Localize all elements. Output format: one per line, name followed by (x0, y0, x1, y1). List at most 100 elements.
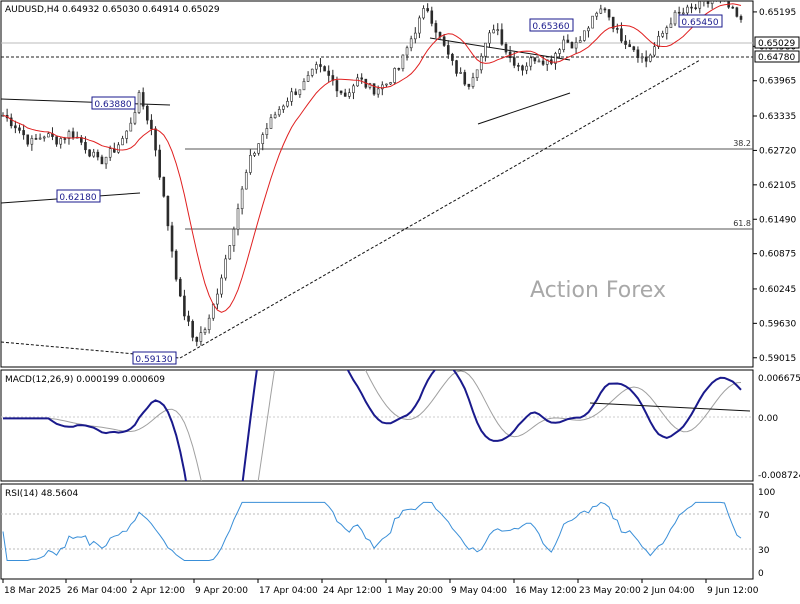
candle-body (513, 58, 515, 66)
candle-body (31, 138, 33, 144)
candle-body (39, 138, 41, 139)
annotation-high-1-text: 0.63880 (94, 100, 131, 110)
time-tick-label: 9 Jun 12:00 (707, 586, 759, 596)
candle-body (47, 134, 49, 137)
time-tick-label: 24 Apr 12:00 (323, 586, 382, 596)
candle-body (629, 45, 631, 47)
candle-body (258, 144, 260, 154)
candle-body (249, 155, 251, 172)
candle-body (682, 13, 684, 14)
candle-body (14, 126, 16, 128)
price-tick-label: 0.61490 (759, 215, 796, 225)
candle-body (270, 118, 272, 129)
price-tick-label: 0.59630 (759, 319, 796, 329)
candle-body (216, 294, 218, 304)
candle-body (666, 28, 668, 34)
current-price-box: 0.65029 (755, 37, 799, 49)
ma-price-text: 0.64780 (758, 53, 795, 63)
candle-body (600, 9, 602, 13)
candle-body (740, 16, 742, 19)
candle-body (418, 18, 420, 33)
candle-body (653, 47, 655, 55)
candle-body (686, 7, 688, 13)
annotation-low-1-text: 0.62180 (59, 193, 96, 203)
candle-body (105, 157, 107, 164)
candle-body (579, 40, 581, 42)
candle-body (307, 75, 309, 81)
candle-body (179, 279, 181, 296)
ma-price-box: 0.64780 (755, 51, 799, 63)
candle-body (188, 316, 190, 321)
candle-body (641, 57, 643, 58)
candle-body (451, 54, 453, 60)
candle-body (142, 92, 144, 106)
candle-body (208, 318, 210, 329)
candle-body (27, 135, 29, 144)
candle-body (43, 137, 45, 138)
candle-body (489, 33, 491, 43)
candle-body (361, 78, 363, 79)
rsi-tick-0: 0 (758, 569, 764, 579)
candle-body (592, 16, 594, 28)
candle-body (501, 30, 503, 45)
time-tick-label: 1 May 20:00 (387, 586, 443, 596)
candle-body (534, 58, 536, 61)
candle-body (505, 44, 507, 52)
candle-body (225, 259, 227, 278)
candle-body (299, 90, 301, 95)
candle-body (295, 92, 297, 95)
candle-body (472, 78, 474, 87)
candle-body (56, 137, 58, 145)
candle-body (427, 8, 429, 10)
price-tick-label: 0.65195 (759, 8, 796, 18)
candle-body (637, 50, 639, 58)
rsi-label: RSI(14) 48.5604 (5, 489, 78, 499)
candle-body (150, 120, 152, 129)
candle-body (691, 7, 693, 8)
candle-body (559, 50, 561, 54)
time-tick-label: 9 Apr 20:00 (195, 586, 248, 596)
candle-body (130, 123, 132, 131)
candle-body (109, 149, 111, 158)
candle-body (385, 84, 387, 85)
candle-body (633, 47, 635, 50)
candle-body (484, 43, 486, 56)
candle-body (398, 68, 400, 69)
candle-body (542, 61, 544, 64)
candle-body (89, 150, 91, 156)
candle-body (402, 55, 404, 69)
macd-tick-bottom: -0.008724 (758, 471, 800, 481)
candle-body (497, 30, 499, 31)
candle-body (336, 80, 338, 90)
current-price-text: 0.65029 (758, 39, 795, 49)
chart-header: AUDUSD,H4 0.64932 0.65030 0.64914 0.6502… (5, 5, 220, 15)
fib-618-label: 61.8 (733, 219, 751, 228)
time-tick-label: 9 May 04:00 (451, 586, 507, 596)
candle-body (373, 84, 375, 94)
candle-body (84, 142, 86, 149)
candle-body (736, 8, 738, 17)
candle-body (171, 226, 173, 251)
candle-body (493, 30, 495, 33)
candle-body (563, 40, 565, 50)
candle-body (476, 70, 478, 78)
candle-body (138, 92, 140, 112)
price-tick-label: 0.62105 (759, 181, 796, 191)
candle-body (464, 72, 466, 84)
price-tick-label: 0.63965 (759, 77, 796, 87)
candle-body (707, 1, 709, 4)
candle-body (233, 229, 235, 245)
price-tick-label: 0.60245 (759, 285, 796, 295)
annotation-high-1: 0.63880 (92, 97, 135, 110)
candle-body (620, 29, 622, 41)
candle-body (303, 81, 305, 90)
annotation-high-3: 0.65450 (679, 15, 722, 28)
candle-body (377, 89, 379, 94)
candle-body (695, 8, 697, 9)
candle-body (674, 12, 676, 24)
candle-body (237, 209, 239, 230)
candle-body (274, 115, 276, 118)
candle-body (423, 8, 425, 17)
candle-body (394, 68, 396, 82)
